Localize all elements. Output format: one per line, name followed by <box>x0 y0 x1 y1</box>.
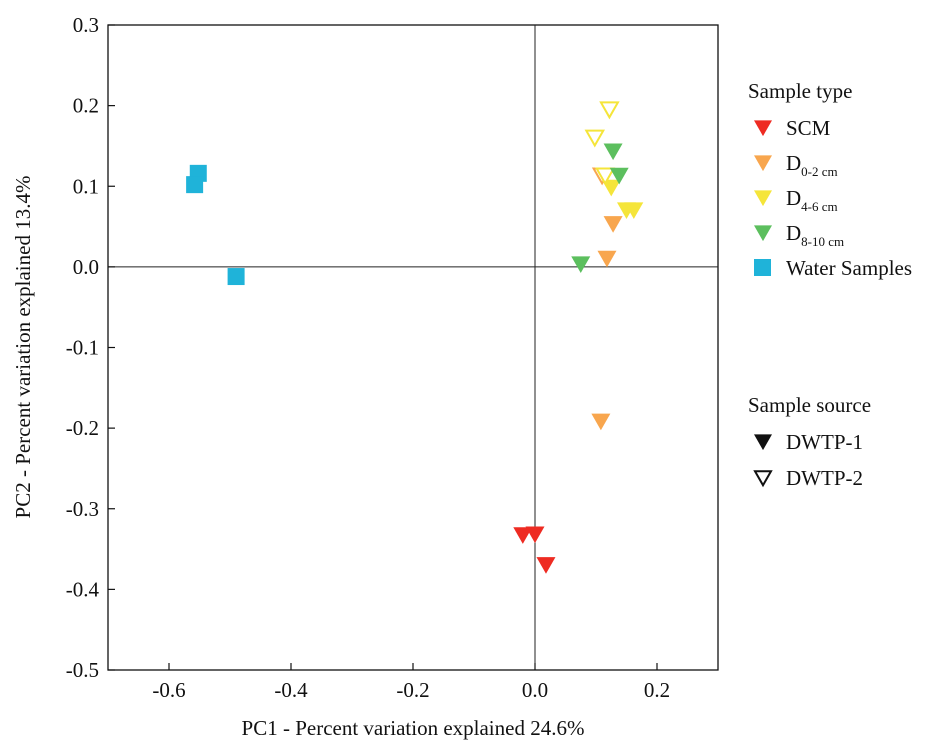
y-tick-label: -0.3 <box>66 497 99 521</box>
legend-sample-sources: DWTP-1 DWTP-2 <box>753 430 863 490</box>
point-d810-dwtp1 <box>603 143 623 161</box>
x-tick-label: 0.2 <box>644 678 670 702</box>
x-axis-title: PC1 - Percent variation explained 24.6% <box>242 716 585 740</box>
legend-subscript-d810: 8-10 cm <box>801 234 844 249</box>
points-layer <box>186 101 644 574</box>
point-d810-dwtp1 <box>571 256 591 274</box>
y-tick-label: -0.1 <box>66 336 99 360</box>
axes-layer: -0.6 -0.4 -0.2 0.0 0.2 0.3 0.2 0.1 0.0 -0.1 -0.2 -0… <box>66 13 718 702</box>
legend-sample-type-title: Sample type <box>748 79 852 103</box>
legend-subscript-d46: 4-6 cm <box>801 199 837 214</box>
point-d46-dwtp1 <box>601 179 621 197</box>
point-d02-dwtp1 <box>603 216 623 233</box>
point-water-dwtp1 <box>186 176 204 194</box>
y-tick-label: 0.3 <box>73 13 99 37</box>
legend-marker-dwtp2 <box>753 470 773 488</box>
legend-label-dwtp1: DWTP-1 <box>786 430 863 454</box>
point-d46-dwtp2 <box>599 101 620 120</box>
legend-marker-d46 <box>754 190 772 207</box>
legend-sample-types: SCM D0-2 cm D4-6 cm D8-10 cm Water Samples <box>754 116 912 280</box>
legend-label-d810: D8-10 cm <box>786 221 844 249</box>
point-d46-dwtp1 <box>624 202 644 219</box>
point-scm-dwtp1 <box>513 527 533 544</box>
legend-label-d46: D4-6 cm <box>786 186 838 214</box>
point-d02-dwtp1 <box>597 250 617 268</box>
legend-marker-d810 <box>754 225 772 242</box>
legend-sample-source-title: Sample source <box>748 393 871 417</box>
legend-subscript-d02: 0-2 cm <box>801 164 837 179</box>
y-tick-label: -0.5 <box>66 658 99 682</box>
point-water-dwtp1 <box>227 268 245 286</box>
point-d810-dwtp1 <box>609 167 629 185</box>
point-d46-dwtp2 <box>584 129 606 148</box>
legend: Sample type SCM D0-2 cm D4-6 cm D8-10 cm Wat… <box>748 79 912 490</box>
y-tick-label: -0.2 <box>66 416 99 440</box>
point-scm-dwtp1 <box>536 557 556 574</box>
x-tick-label: -0.6 <box>152 678 185 702</box>
legend-label-scm: SCM <box>786 116 831 140</box>
point-d02-dwtp1 <box>591 413 611 431</box>
y-axis-title: PC2 - Percent variation explained 13.4% <box>11 176 35 519</box>
plot-frame <box>107 24 719 671</box>
y-tick-label: 0.1 <box>73 174 99 198</box>
point-scm-dwtp1 <box>525 526 545 544</box>
legend-marker-d02 <box>754 155 772 172</box>
y-tick-label: 0.0 <box>73 255 99 279</box>
legend-label-dwtp2: DWTP-2 <box>786 466 863 490</box>
y-tick-label: -0.4 <box>66 577 100 601</box>
legend-label-d02: D0-2 cm <box>786 151 838 179</box>
y-tick-label: 0.2 <box>73 94 99 118</box>
x-tick-label: -0.4 <box>274 678 308 702</box>
legend-marker-scm <box>754 120 772 137</box>
x-tick-label: -0.2 <box>396 678 429 702</box>
point-d46-dwtp2 <box>594 167 616 186</box>
legend-label-water: Water Samples <box>786 256 912 280</box>
legend-marker-water <box>754 259 771 276</box>
x-tick-label: 0.0 <box>522 678 548 702</box>
legend-marker-dwtp1 <box>754 434 772 451</box>
